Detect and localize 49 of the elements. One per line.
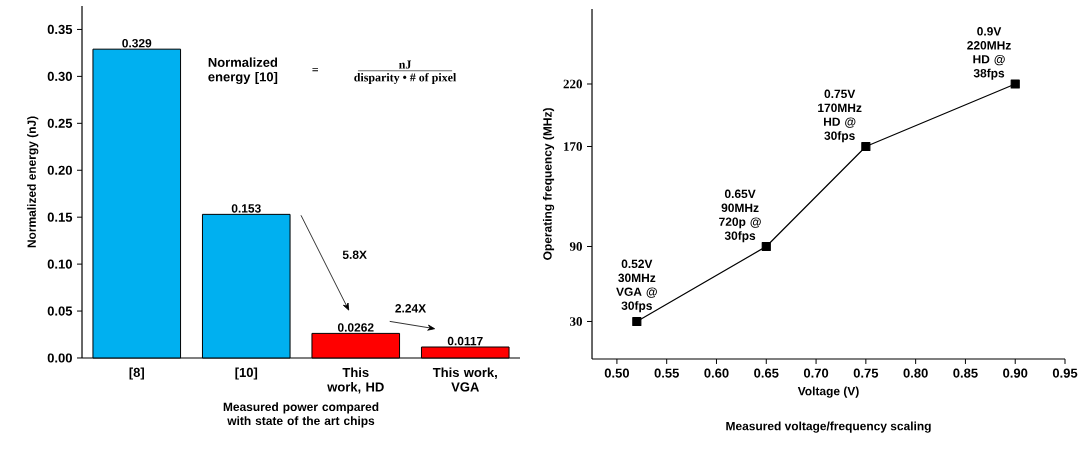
annotation: 0.52V 30MHz VGA @ 30fps xyxy=(616,259,657,313)
y-tick-label: 0.10 xyxy=(47,259,72,269)
annotation: disparity • # of pixel xyxy=(354,72,457,84)
x-tick-label: 0.85 xyxy=(953,368,978,378)
y-tick-label: 90 xyxy=(569,242,582,251)
data-label: 0.329 xyxy=(122,38,152,48)
y-axis-title: Operating frequency (MHz) xyxy=(542,108,555,260)
annotation: 2.24X xyxy=(395,304,427,313)
x-tick-label: This work, VGA xyxy=(432,367,497,392)
annotation: 0.9V 220MHz HD @ 38fps xyxy=(967,27,1011,80)
annotation: nJ xyxy=(399,60,412,69)
annotation: = xyxy=(312,67,318,72)
x-tick-label: 0.70 xyxy=(803,368,829,378)
x-axis-title: Voltage (V) xyxy=(797,386,859,398)
point xyxy=(1010,79,1020,89)
annotation: Normalized energy [10] xyxy=(208,57,278,85)
y-tick-label: 0.00 xyxy=(47,353,72,363)
y-tick-label: 0.35 xyxy=(47,24,73,35)
y-axis-title: Normalized energy (nJ) xyxy=(27,116,39,248)
data-label: 0.0262 xyxy=(337,323,374,332)
annotation: 0.75V 170MHz HD @ 30fps xyxy=(818,89,862,143)
x-tick-label: 0.95 xyxy=(1052,368,1078,378)
y-tick-label: 170 xyxy=(564,142,582,151)
point xyxy=(632,316,642,327)
data-label: 0.153 xyxy=(231,204,261,213)
text: Measured voltage/frequency scaling xyxy=(726,421,931,433)
y-tick-label: 0.15 xyxy=(47,212,73,222)
annotation: 5.8X xyxy=(342,250,367,259)
x-axis-title: Measured power compared with state of the art chips xyxy=(223,402,379,428)
x-tick-label: 0.60 xyxy=(704,368,729,378)
y-tick-label: 0.05 xyxy=(47,306,73,316)
annotation: 0.65V 90MHz 720p @ 30fps xyxy=(719,189,761,243)
y-tick-label: 0.30 xyxy=(47,71,72,81)
point xyxy=(861,141,871,152)
y-tick-label: 0.20 xyxy=(47,165,72,175)
x-tick-label: This work, HD xyxy=(327,367,384,394)
y-tick-label: 30 xyxy=(569,317,582,326)
x-tick-label: [10] xyxy=(235,367,258,380)
x-tick-label: 0.50 xyxy=(604,368,630,378)
y-tick-label: 220 xyxy=(563,79,582,89)
x-tick-label: 0.75 xyxy=(853,368,879,378)
x-tick-label: 0.90 xyxy=(1003,368,1028,378)
x-tick-label: 0.55 xyxy=(654,368,679,378)
x-tick-label: [8] xyxy=(129,367,144,380)
x-tick-label: 0.80 xyxy=(903,368,928,378)
point xyxy=(761,241,771,252)
y-tick-label: 0.25 xyxy=(47,118,73,128)
x-tick-label: 0.65 xyxy=(754,368,779,378)
data-label: 0.0117 xyxy=(447,336,483,346)
